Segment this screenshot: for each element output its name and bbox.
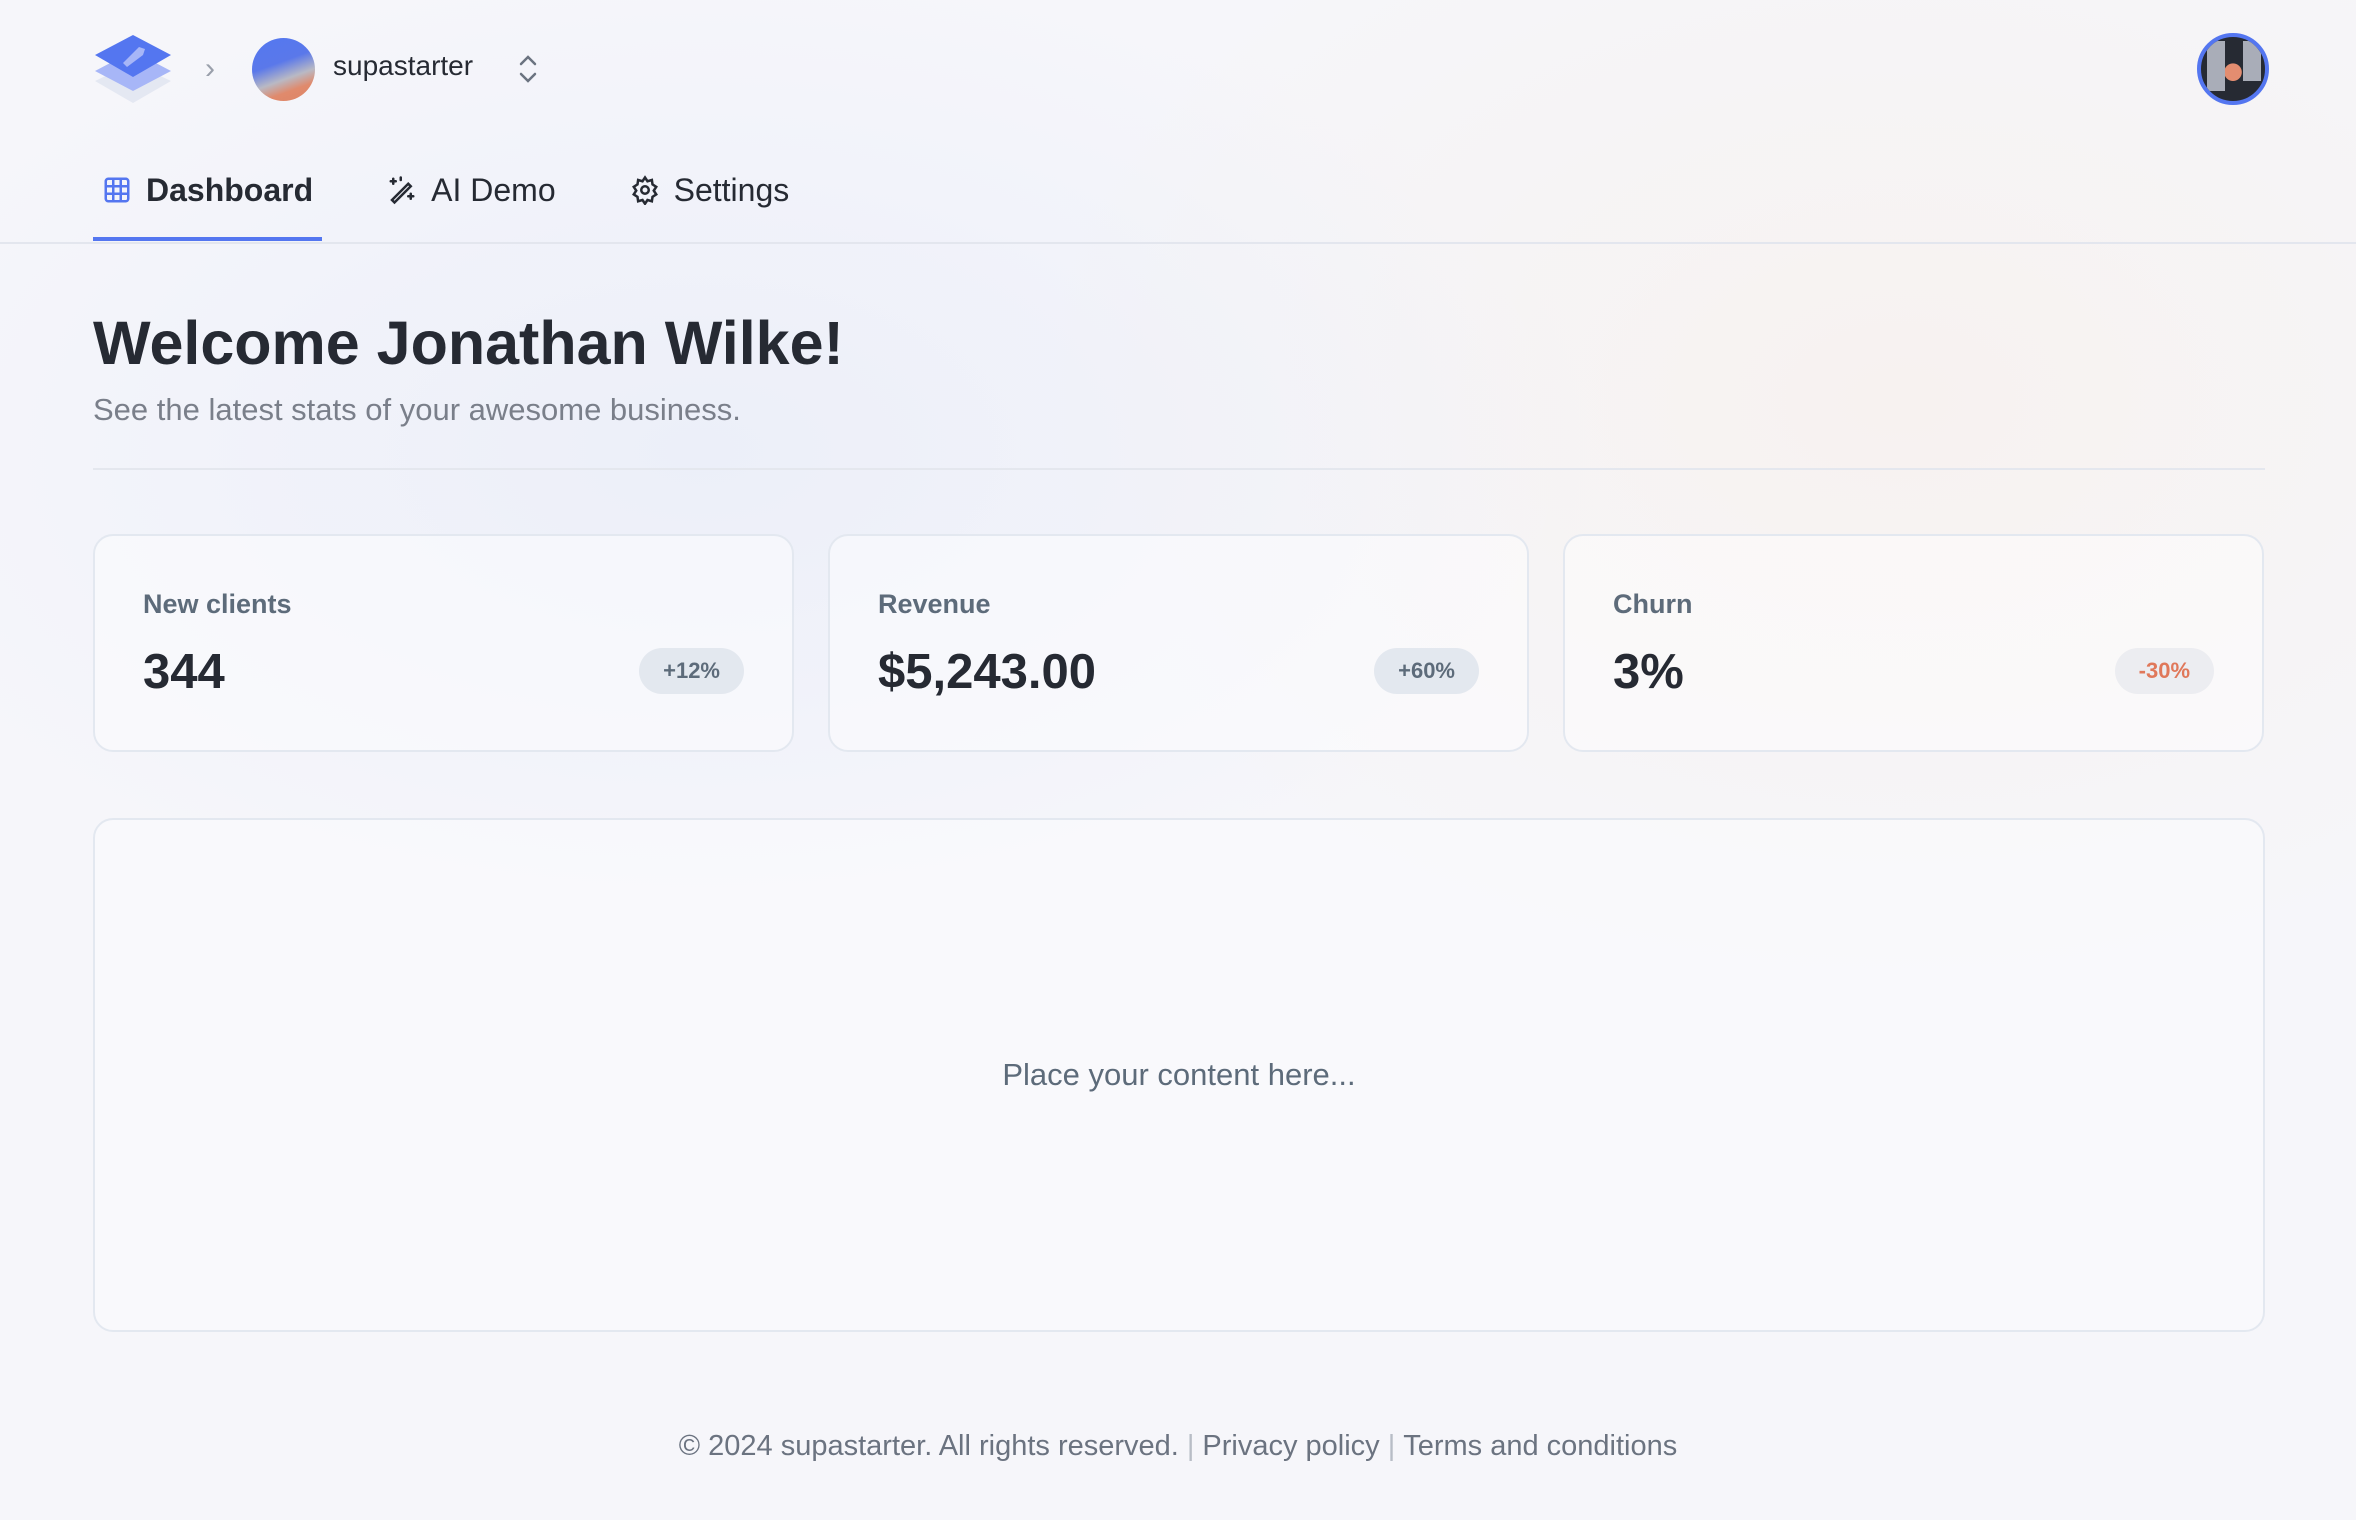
stat-value: 344 <box>143 645 225 699</box>
logo[interactable] <box>93 33 173 105</box>
stat-card-revenue: Revenue $5,243.00 +60% <box>828 534 1529 752</box>
tab-ai-demo[interactable]: AI Demo <box>378 160 564 220</box>
user-avatar[interactable] <box>2197 33 2269 105</box>
stat-value: $5,243.00 <box>878 645 1096 699</box>
trend-badge: +60% <box>1374 648 1479 694</box>
tab-label: AI Demo <box>431 171 556 208</box>
breadcrumb-chevron-icon: › <box>205 52 215 85</box>
stat-card-new-clients: New clients 344 +12% <box>93 534 794 752</box>
stat-label: Churn <box>1613 589 1693 619</box>
page-title: Welcome Jonathan Wilke! <box>93 309 844 377</box>
stat-label: Revenue <box>878 589 991 619</box>
footer-separator: | <box>1186 1430 1195 1462</box>
gear-icon <box>631 175 658 205</box>
chevron-up-down-icon[interactable] <box>516 52 540 86</box>
tab-settings[interactable]: Settings <box>621 160 799 220</box>
org-name[interactable]: supastarter <box>333 50 474 81</box>
footer: © 2024 supastarter. All rights reserved.… <box>0 1430 2356 1463</box>
divider <box>93 468 2265 470</box>
privacy-policy-link[interactable]: Privacy policy <box>1202 1430 1380 1462</box>
tab-label: Dashboard <box>146 171 314 208</box>
stat-value: 3% <box>1613 645 1684 699</box>
content-panel: Place your content here... <box>93 818 2265 1332</box>
main-nav-tabs: Dashboard AI Demo Settings <box>93 160 854 242</box>
content-placeholder: Place your content here... <box>1002 1057 1356 1092</box>
trend-badge: -30% <box>2114 648 2214 694</box>
tab-label: Settings <box>673 171 790 208</box>
copyright: © 2024 supastarter. All rights reserved. <box>678 1430 1179 1462</box>
tab-dashboard[interactable]: Dashboard <box>93 160 323 241</box>
page-subtitle: See the latest stats of your awesome bus… <box>93 392 741 427</box>
trend-badge: +12% <box>639 648 744 694</box>
grid-icon <box>104 177 130 203</box>
terms-link[interactable]: Terms and conditions <box>1403 1430 1678 1462</box>
stat-card-churn: Churn 3% -30% <box>1563 534 2264 752</box>
magic-wand-icon <box>389 176 415 205</box>
footer-separator: | <box>1387 1430 1396 1462</box>
org-avatar[interactable] <box>252 38 315 101</box>
stat-label: New clients <box>143 589 292 619</box>
tabs-divider <box>0 242 2356 244</box>
